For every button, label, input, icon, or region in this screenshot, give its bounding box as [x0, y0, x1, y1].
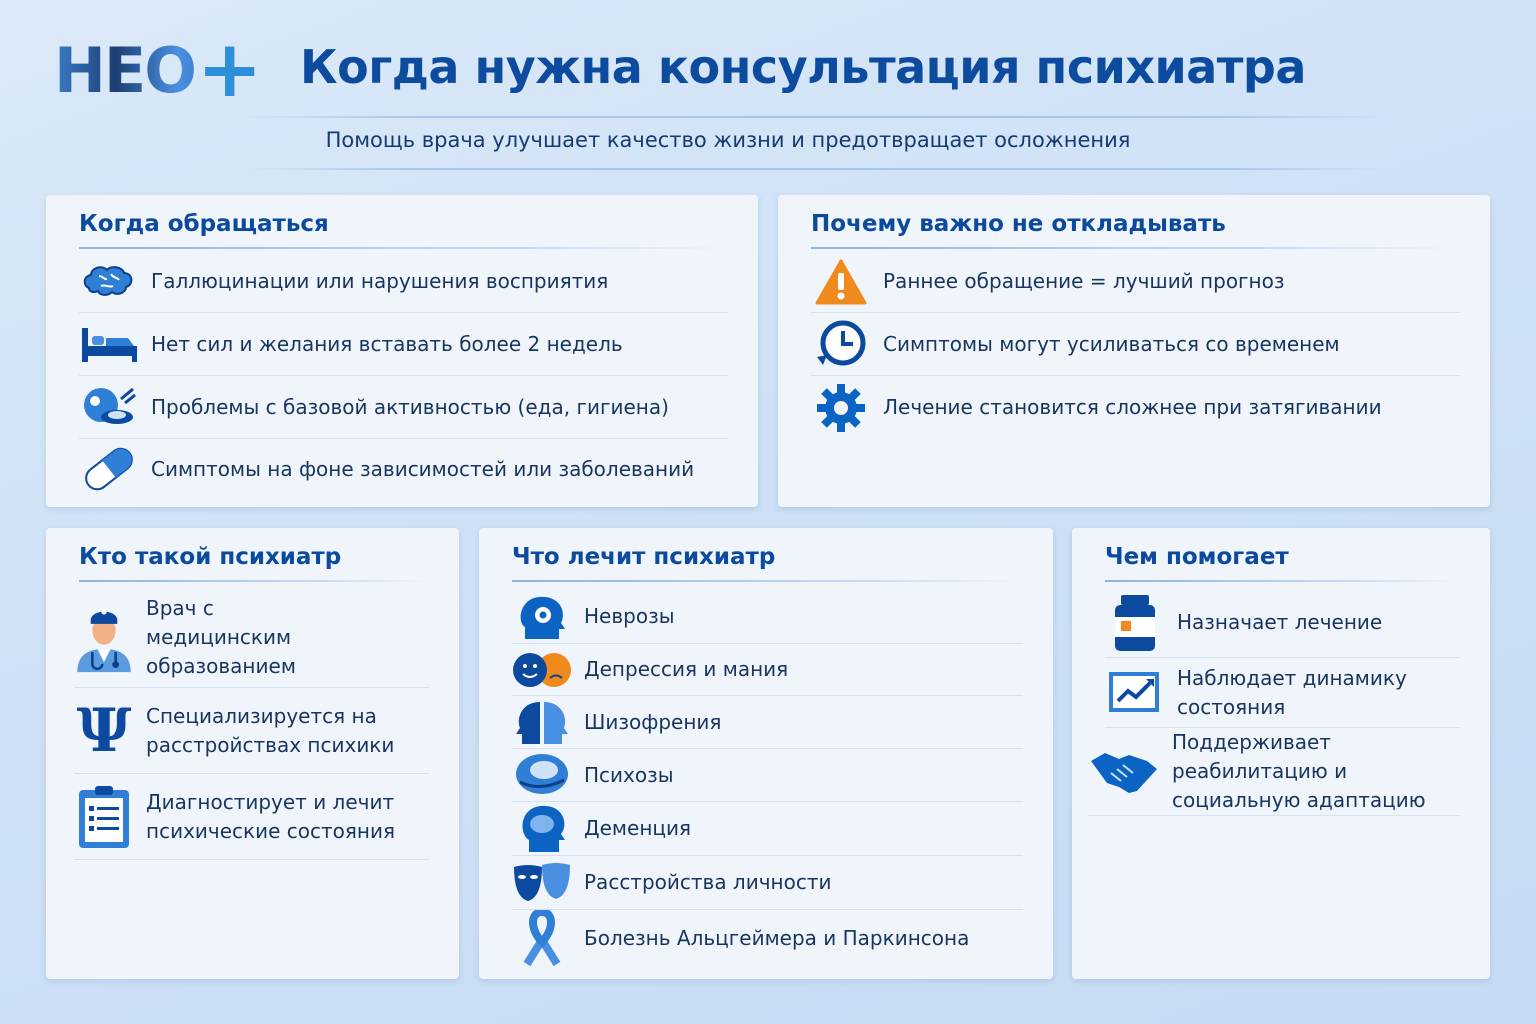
list-item: Нет сил и желания вставать более 2 недел…	[79, 313, 728, 376]
list-item: Врач с медицинским образованием	[74, 588, 429, 688]
food-hygiene-icon	[79, 385, 139, 429]
item-text: Шизофрения	[584, 709, 722, 734]
list-item: Симптомы на фоне зависимостей или заболе…	[79, 439, 728, 499]
card-how-helps: Чем помогает Назначает лечение Наблюдает…	[1072, 528, 1490, 979]
item-text: Симптомы на фоне зависимостей или заболе…	[151, 456, 695, 481]
item-text: Расстройства личности	[584, 870, 832, 894]
pill-icon	[79, 444, 139, 494]
list-item: Депрессия и мания	[512, 644, 1023, 696]
masks-icon	[512, 861, 572, 905]
list-item: Поддерживает реабилитацию и социальную а…	[1088, 728, 1460, 816]
head-brain-icon	[512, 752, 572, 798]
item-text: Лечение становится сложнее при затягиван…	[883, 395, 1382, 419]
list-item: Диагностирует и лечит психические состоя…	[74, 774, 429, 860]
clipboard-icon	[74, 784, 134, 850]
brain-icon	[79, 262, 139, 302]
page-subtitle: Помощь врача улучшает качество жизни и п…	[325, 128, 1131, 152]
card-title: Что лечит психиатр	[512, 544, 776, 570]
gear-icon	[811, 383, 871, 433]
divider	[512, 580, 1023, 582]
list-item: Раннее обращение = лучший прогноз	[811, 251, 1460, 313]
card-who-is-psychiatrist: Кто такой психиатр Врач с медицинским об…	[46, 528, 459, 979]
logo: НЕО +	[54, 25, 262, 115]
item-text: Психозы	[584, 762, 674, 787]
divider	[240, 168, 1390, 170]
item-text: Наблюдает динамику состояния	[1177, 665, 1407, 719]
list-item: Болезнь Альцгеймера и Паркинсона	[512, 910, 1023, 966]
brain-head-icon	[512, 804, 572, 854]
card-title: Кто такой психиатр	[79, 544, 342, 570]
item-text: Диагностирует и лечит психические состоя…	[146, 789, 396, 843]
divider	[79, 580, 429, 582]
list-item: Симптомы могут усиливаться со временем	[811, 313, 1460, 376]
divider	[1105, 580, 1460, 582]
item-text: Неврозы	[584, 604, 675, 628]
clock-icon	[811, 319, 871, 369]
handshake-icon	[1088, 747, 1160, 797]
divider	[811, 247, 1460, 249]
item-text: Нет сил и желания вставать более 2 недел…	[151, 331, 623, 356]
list-item: Психозы	[512, 749, 1023, 802]
ribbon-icon	[512, 910, 572, 966]
head-gear-icon	[512, 593, 572, 641]
item-text: Симптомы могут усиливаться со временем	[883, 331, 1340, 356]
card-title: Когда обращаться	[79, 211, 329, 237]
doctor-icon	[74, 595, 134, 681]
list-item: Проблемы с базовой активностью (еда, гиг…	[79, 376, 728, 439]
list-item: Лечение становится сложнее при затягиван…	[811, 376, 1460, 439]
list-item: Галлюцинации или нарушения восприятия	[79, 251, 728, 313]
item-text: Раннее обращение = лучший прогноз	[883, 269, 1285, 293]
item-text: Специализируется на расстройствах психик…	[146, 703, 395, 757]
list-item: Ψ Специализируется на расстройствах псих…	[74, 688, 429, 774]
card-when-to-seek: Когда обращаться Галлюцинации или наруше…	[46, 195, 758, 507]
list-item: Деменция	[512, 802, 1023, 856]
item-text: Проблемы с базовой активностью (еда, гиг…	[151, 394, 669, 419]
card-what-treats: Что лечит психиатр Неврозы Депрессия и м…	[479, 528, 1053, 979]
item-text: Врач с медицинским образованием	[146, 596, 296, 678]
list-item: Назначает лечение	[1105, 588, 1460, 658]
divider	[240, 116, 1390, 118]
psi-icon: Ψ	[76, 695, 132, 766]
item-text: Поддерживает реабилитацию и социальную а…	[1172, 730, 1426, 812]
card-title: Чем помогает	[1105, 544, 1289, 570]
item-text: Назначает лечение	[1177, 610, 1383, 634]
card-title: Почему важно не откладывать	[811, 211, 1226, 237]
list-item: Расстройства личности	[512, 856, 1023, 910]
list-item: Наблюдает динамику состояния	[1105, 658, 1460, 728]
item-text: Деменция	[584, 816, 692, 840]
divider	[79, 247, 728, 249]
split-head-icon	[512, 698, 572, 746]
card-why-not-delay: Почему важно не откладывать Раннее обращ…	[778, 195, 1490, 507]
medicine-bottle-icon	[1105, 593, 1165, 653]
chart-icon	[1105, 671, 1165, 715]
item-text: Галлюцинации или нарушения восприятия	[151, 269, 609, 293]
page-title: Когда нужна консультация психиатра	[300, 40, 1306, 94]
list-item: Неврозы	[512, 590, 1023, 644]
warning-icon	[811, 259, 871, 305]
list-item: Шизофрения	[512, 696, 1023, 749]
mood-faces-icon	[512, 650, 572, 690]
item-text: Депрессия и мания	[584, 657, 789, 681]
bed-icon	[79, 324, 139, 364]
item-text: Болезнь Альцгеймера и Паркинсона	[584, 925, 970, 950]
